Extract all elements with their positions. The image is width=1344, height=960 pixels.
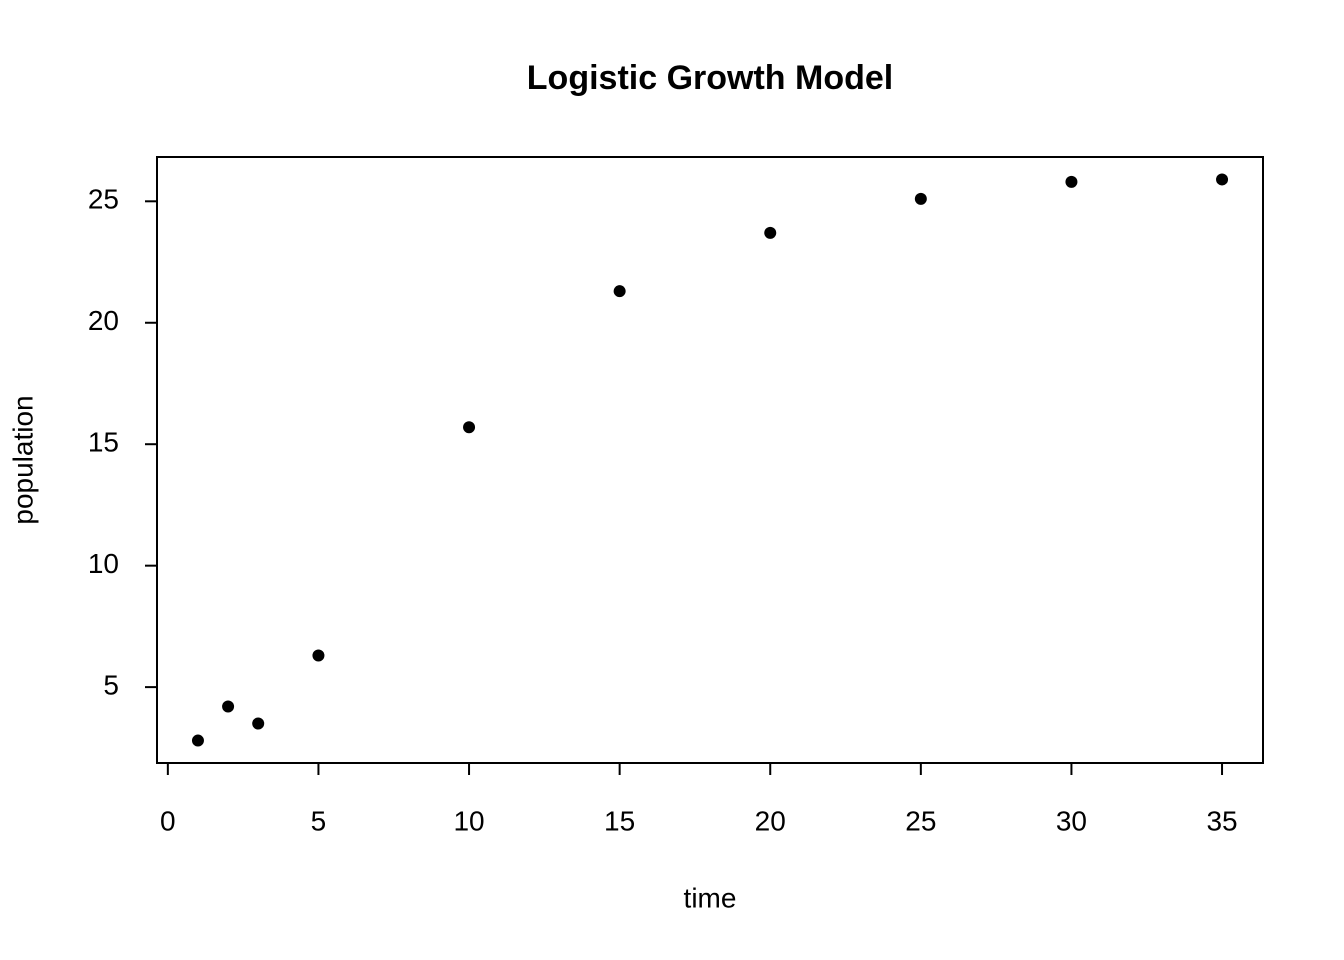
point <box>312 649 325 662</box>
point <box>222 700 235 713</box>
x-tick-label: 30 <box>1056 805 1087 836</box>
y-tick-label: 20 <box>88 305 119 336</box>
point <box>764 226 777 239</box>
chart-title: Logistic Growth Model <box>527 59 893 97</box>
y-tick-label: 15 <box>88 427 119 458</box>
point <box>463 421 476 434</box>
y-tick-label: 5 <box>103 670 119 701</box>
point <box>191 734 204 747</box>
x-tick-label: 20 <box>755 805 786 836</box>
point <box>914 192 927 205</box>
x-tick-label: 25 <box>905 805 936 836</box>
x-tick-label: 15 <box>604 805 635 836</box>
plot-box <box>156 156 1264 764</box>
point <box>1065 175 1078 188</box>
x-tick-label: 5 <box>311 805 327 836</box>
x-axis-label: time <box>684 882 737 913</box>
point <box>613 285 626 298</box>
y-tick-label: 10 <box>88 548 119 579</box>
x-tick-label: 35 <box>1206 805 1237 836</box>
point <box>252 717 265 730</box>
y-axis-label: population <box>7 395 38 524</box>
x-tick-label: 0 <box>160 805 176 836</box>
point <box>1216 173 1229 186</box>
y-tick-label: 25 <box>88 184 119 215</box>
x-tick-label: 10 <box>453 805 484 836</box>
